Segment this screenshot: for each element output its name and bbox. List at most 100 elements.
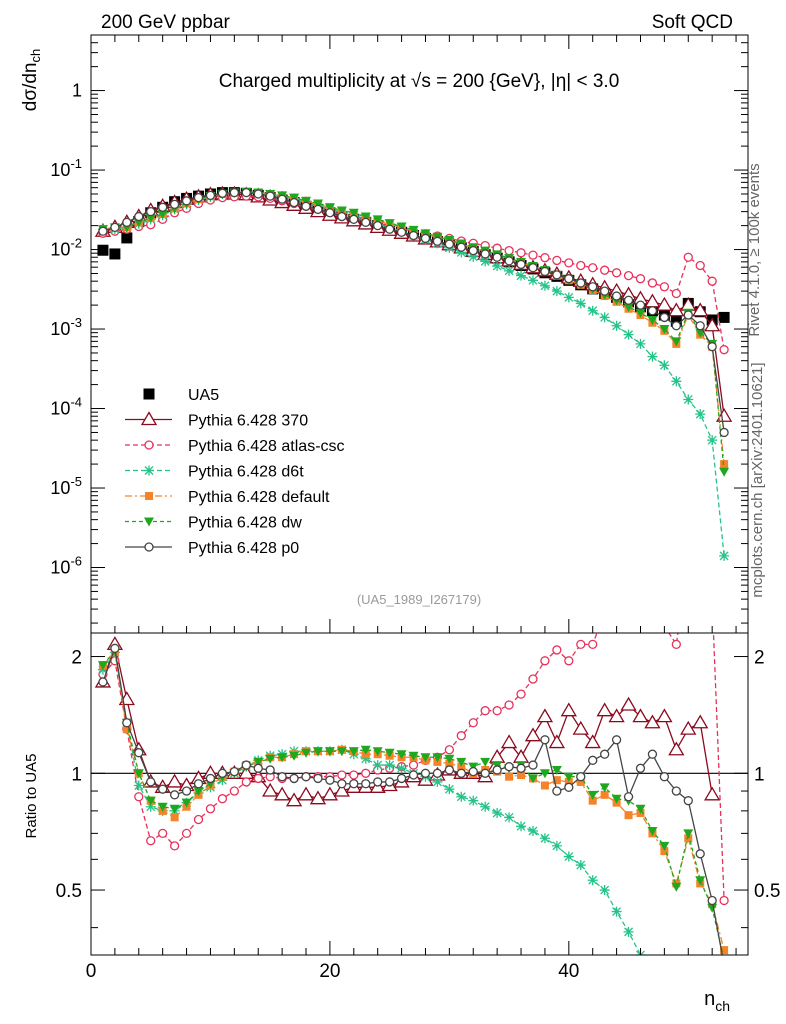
legend-entry: Pythia 6.428 d6t bbox=[125, 464, 304, 481]
data-point bbox=[384, 224, 395, 234]
data-point bbox=[121, 232, 133, 244]
ratio-point bbox=[599, 885, 610, 896]
data-point bbox=[719, 467, 730, 477]
ratio-point bbox=[600, 749, 610, 759]
ratio-point bbox=[348, 747, 359, 757]
ratio-point bbox=[584, 734, 601, 749]
ratio-point bbox=[456, 731, 466, 741]
ratio-point bbox=[611, 906, 622, 917]
ratio-point bbox=[539, 769, 550, 779]
ratio-point bbox=[372, 760, 383, 771]
ratio-point bbox=[671, 639, 681, 650]
ratio-point bbox=[301, 772, 311, 782]
data-point bbox=[540, 253, 550, 263]
ratio-point bbox=[644, 714, 661, 729]
ratio-point bbox=[337, 779, 347, 789]
ratio-point bbox=[166, 773, 183, 788]
data-point bbox=[575, 298, 586, 309]
legend-label: Pythia 6.428 370 bbox=[188, 413, 308, 430]
ratio-point bbox=[516, 689, 526, 699]
ratio-point bbox=[656, 708, 673, 723]
data-point bbox=[360, 212, 371, 222]
ratio-point bbox=[587, 875, 598, 886]
ratio-point bbox=[361, 768, 371, 778]
data-point bbox=[668, 302, 685, 317]
ratio-point bbox=[480, 768, 490, 778]
ratio-point bbox=[480, 706, 490, 716]
ratio-point bbox=[719, 895, 729, 906]
legend-marker bbox=[144, 542, 154, 552]
ratio-point bbox=[528, 674, 538, 684]
ratio-point bbox=[635, 763, 646, 773]
data-point bbox=[611, 291, 622, 301]
legend-label: Pythia 6.428 dw bbox=[188, 515, 302, 532]
ratio-point bbox=[321, 786, 339, 801]
ratio-point bbox=[408, 760, 419, 770]
ratio-point bbox=[635, 804, 646, 814]
data-point bbox=[587, 305, 598, 316]
ratio-point bbox=[563, 851, 574, 862]
ratio-point bbox=[456, 757, 467, 767]
ratio-point bbox=[229, 786, 239, 796]
legend-marker bbox=[144, 440, 154, 450]
data-point bbox=[348, 208, 359, 218]
ratio-point bbox=[548, 734, 566, 749]
ratio-point bbox=[611, 735, 622, 745]
ratio-point bbox=[253, 763, 263, 773]
ratio-point bbox=[241, 760, 251, 770]
data-point bbox=[133, 218, 144, 228]
data-point bbox=[647, 351, 658, 362]
ratio-point bbox=[157, 802, 168, 812]
ratio-point bbox=[576, 777, 585, 786]
ratio-point bbox=[611, 794, 622, 804]
ratio-point bbox=[324, 747, 335, 757]
ratio-point bbox=[528, 760, 538, 770]
data-point bbox=[528, 250, 538, 260]
ratio-point bbox=[122, 718, 132, 728]
data-point bbox=[623, 295, 634, 305]
data-point bbox=[516, 259, 526, 270]
series-pythia-6-428-p0 bbox=[98, 187, 729, 438]
legend-label: UA5 bbox=[188, 387, 219, 404]
data-point bbox=[540, 266, 550, 277]
data-point bbox=[671, 337, 682, 347]
ratio-point bbox=[396, 773, 407, 784]
data-point bbox=[145, 213, 156, 223]
ratio-point bbox=[624, 811, 633, 820]
legend-entry: Pythia 6.428 p0 bbox=[125, 540, 299, 557]
data-point bbox=[98, 226, 108, 236]
legend-marker bbox=[144, 517, 154, 527]
data-point bbox=[456, 242, 466, 252]
x-tick-label: 20 bbox=[319, 961, 340, 982]
data-point bbox=[695, 321, 705, 331]
data-point bbox=[408, 225, 419, 235]
x-axis-label: nch bbox=[704, 988, 730, 1014]
data-point bbox=[349, 214, 359, 224]
data-point bbox=[623, 302, 634, 312]
data-point bbox=[659, 282, 670, 292]
ratio-point bbox=[552, 645, 562, 655]
ratio-point bbox=[325, 775, 335, 785]
data-point bbox=[313, 204, 323, 215]
data-point bbox=[468, 245, 478, 256]
ratio-point bbox=[504, 762, 514, 772]
ratio-point bbox=[540, 735, 550, 745]
data-point bbox=[719, 550, 730, 561]
data-point bbox=[647, 306, 658, 316]
legend-entry: Pythia 6.428 dw bbox=[125, 515, 302, 532]
legend-entry: Pythia 6.428 370 bbox=[125, 411, 308, 430]
ratio-point bbox=[683, 796, 693, 806]
data-point bbox=[635, 274, 646, 284]
header-right: Soft QCD bbox=[652, 12, 733, 33]
y-tick-label: 10-5 bbox=[50, 474, 82, 498]
y-tick-label: 10-4 bbox=[50, 395, 82, 419]
legend-label: Pythia 6.428 d6t bbox=[188, 464, 304, 481]
ratio-point bbox=[146, 777, 156, 787]
ratio-point bbox=[516, 763, 526, 773]
ratio-point bbox=[492, 765, 502, 775]
data-point bbox=[516, 248, 526, 258]
ratio-point bbox=[146, 836, 156, 846]
ratio-tick-label: 2 bbox=[71, 648, 82, 669]
ratio-point bbox=[659, 772, 670, 782]
